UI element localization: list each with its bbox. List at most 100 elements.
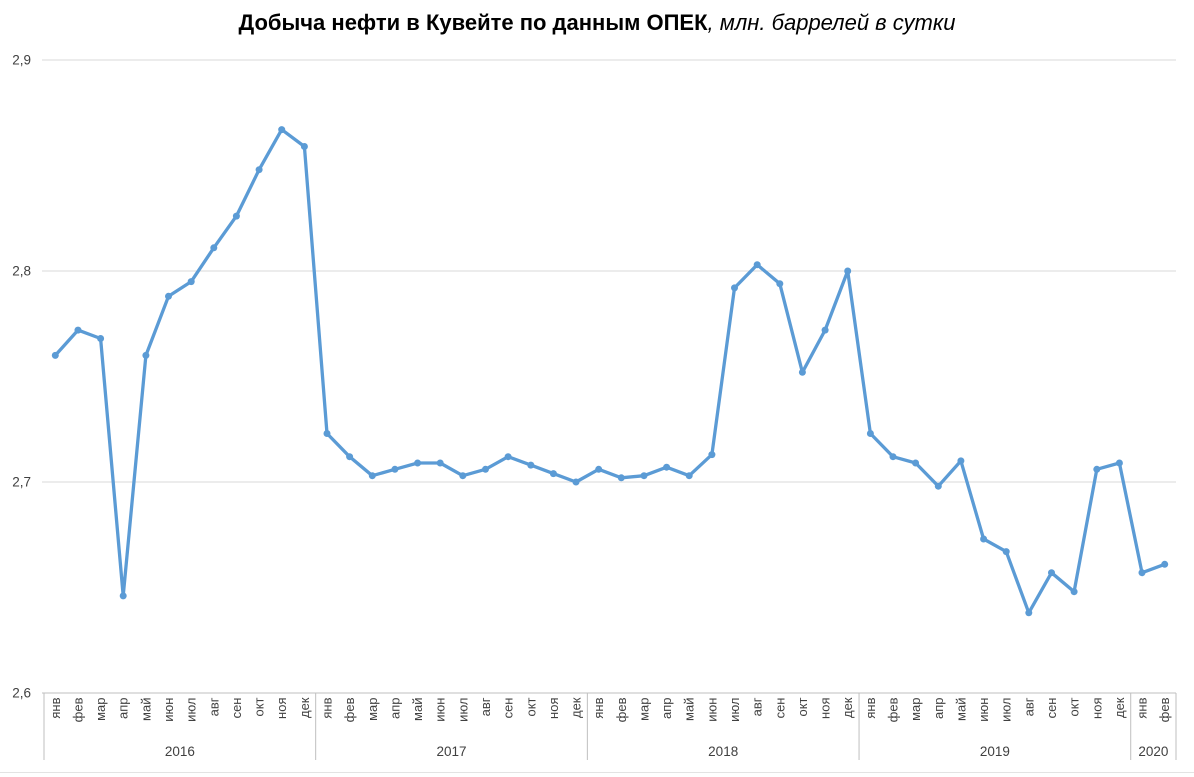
month-tick-label: апр: [116, 698, 131, 720]
month-tick-label: фев: [614, 697, 629, 722]
month-tick-label: янв: [1135, 697, 1150, 718]
data-point-marker: [572, 478, 580, 486]
month-tick-label: дек: [1112, 697, 1127, 718]
month-tick-label: фев: [70, 697, 85, 722]
data-point-marker: [549, 470, 557, 478]
month-tick-label: фев: [886, 697, 901, 722]
y-axis-tick-label: 2,9: [12, 53, 31, 68]
month-tick-label: окт: [1067, 697, 1082, 716]
chart-title-units: , млн. баррелей в сутки: [707, 10, 956, 35]
year-label: 2020: [1138, 744, 1168, 759]
data-point-marker: [165, 292, 172, 300]
data-point-marker: [708, 451, 716, 459]
month-tick-label: окт: [523, 697, 538, 716]
month-tick-label: июл: [455, 698, 470, 722]
data-point-marker: [346, 453, 354, 461]
data-point-marker: [844, 267, 852, 275]
data-point-marker: [866, 430, 874, 437]
month-tick-label: июн: [161, 698, 176, 722]
month-tick-label: сен: [772, 698, 787, 719]
data-point-marker: [187, 278, 195, 286]
month-tick-label: фев: [1157, 697, 1172, 722]
data-point-marker: [663, 463, 671, 471]
data-point-marker: [776, 280, 784, 288]
month-tick-label: сен: [1044, 698, 1059, 719]
data-point-marker: [232, 212, 240, 220]
year-label: 2017: [436, 744, 466, 759]
data-point-marker: [798, 368, 806, 376]
data-point-marker: [1138, 569, 1146, 577]
month-tick-label: июн: [704, 698, 719, 722]
data-point-marker: [1070, 588, 1078, 596]
month-tick-label: ноя: [1089, 698, 1104, 719]
data-point-marker: [97, 335, 105, 342]
data-point-marker: [119, 592, 127, 600]
data-point-marker: [414, 459, 422, 467]
data-point-marker: [459, 472, 467, 480]
month-tick-label: окт: [795, 697, 810, 716]
data-point-marker: [1002, 548, 1010, 556]
data-point-marker: [504, 453, 512, 461]
month-tick-label: янв: [48, 697, 63, 718]
year-label: 2018: [708, 744, 738, 759]
data-point-marker: [51, 351, 59, 359]
data-point-marker: [436, 459, 444, 467]
data-point-marker: [912, 459, 920, 467]
chart-title: Добыча нефти в Кувейте по данным ОПЕК, м…: [0, 10, 1194, 36]
month-tick-label: май: [953, 698, 968, 721]
data-point-marker: [934, 482, 942, 490]
month-tick-label: май: [138, 698, 153, 721]
data-point-marker: [527, 461, 535, 469]
data-point-marker: [323, 430, 331, 437]
month-tick-label: дек: [840, 697, 855, 718]
month-tick-label: июн: [976, 698, 991, 722]
data-point-marker: [1025, 609, 1033, 617]
year-label: 2016: [165, 744, 195, 759]
y-axis-tick-label: 2,8: [12, 264, 31, 279]
month-tick-label: окт: [252, 697, 267, 716]
y-axis-tick-label: 2,6: [12, 686, 31, 701]
month-tick-label: июн: [433, 698, 448, 722]
data-point-marker: [595, 465, 603, 473]
month-tick-label: апр: [931, 698, 946, 720]
data-point-marker: [685, 472, 693, 480]
month-tick-label: янв: [863, 697, 878, 718]
month-tick-label: ноя: [274, 698, 289, 719]
data-point-marker: [278, 126, 286, 134]
y-axis-tick-label: 2,7: [12, 475, 31, 490]
data-point-marker: [142, 351, 150, 359]
month-tick-label: авг: [1021, 697, 1036, 716]
month-tick-label: ноя: [818, 698, 833, 719]
data-point-marker: [889, 453, 897, 461]
month-tick-label: янв: [591, 697, 606, 718]
month-tick-label: май: [682, 698, 697, 721]
month-tick-label: сен: [229, 698, 244, 719]
month-tick-label: апр: [387, 698, 402, 720]
chart-title-main: Добыча нефти в Кувейте по данным ОПЕК: [238, 10, 708, 35]
data-point-marker: [74, 326, 82, 334]
data-point-marker: [1161, 560, 1169, 568]
month-tick-label: дек: [569, 697, 584, 718]
month-tick-label: июл: [999, 698, 1014, 722]
data-point-marker: [300, 143, 308, 150]
month-tick-label: янв: [320, 697, 335, 718]
data-point-marker: [1048, 569, 1055, 577]
series-line: [53, 127, 1167, 615]
data-point-marker: [1115, 459, 1123, 467]
month-tick-label: авг: [206, 697, 221, 716]
month-tick-label: дек: [297, 697, 312, 718]
month-tick-label: авг: [478, 697, 493, 716]
data-point-marker: [957, 457, 965, 465]
data-point-marker: [617, 474, 625, 482]
data-point-marker: [368, 472, 376, 480]
month-tick-label: июл: [727, 698, 742, 722]
month-tick-label: мар: [636, 698, 651, 721]
month-tick-label: мар: [908, 698, 923, 721]
month-tick-label: мар: [365, 698, 380, 721]
data-point-marker: [482, 465, 489, 473]
data-point-marker: [391, 465, 399, 473]
month-tick-label: фев: [342, 697, 357, 722]
month-tick-label: май: [410, 698, 425, 721]
data-point-marker: [640, 472, 648, 480]
